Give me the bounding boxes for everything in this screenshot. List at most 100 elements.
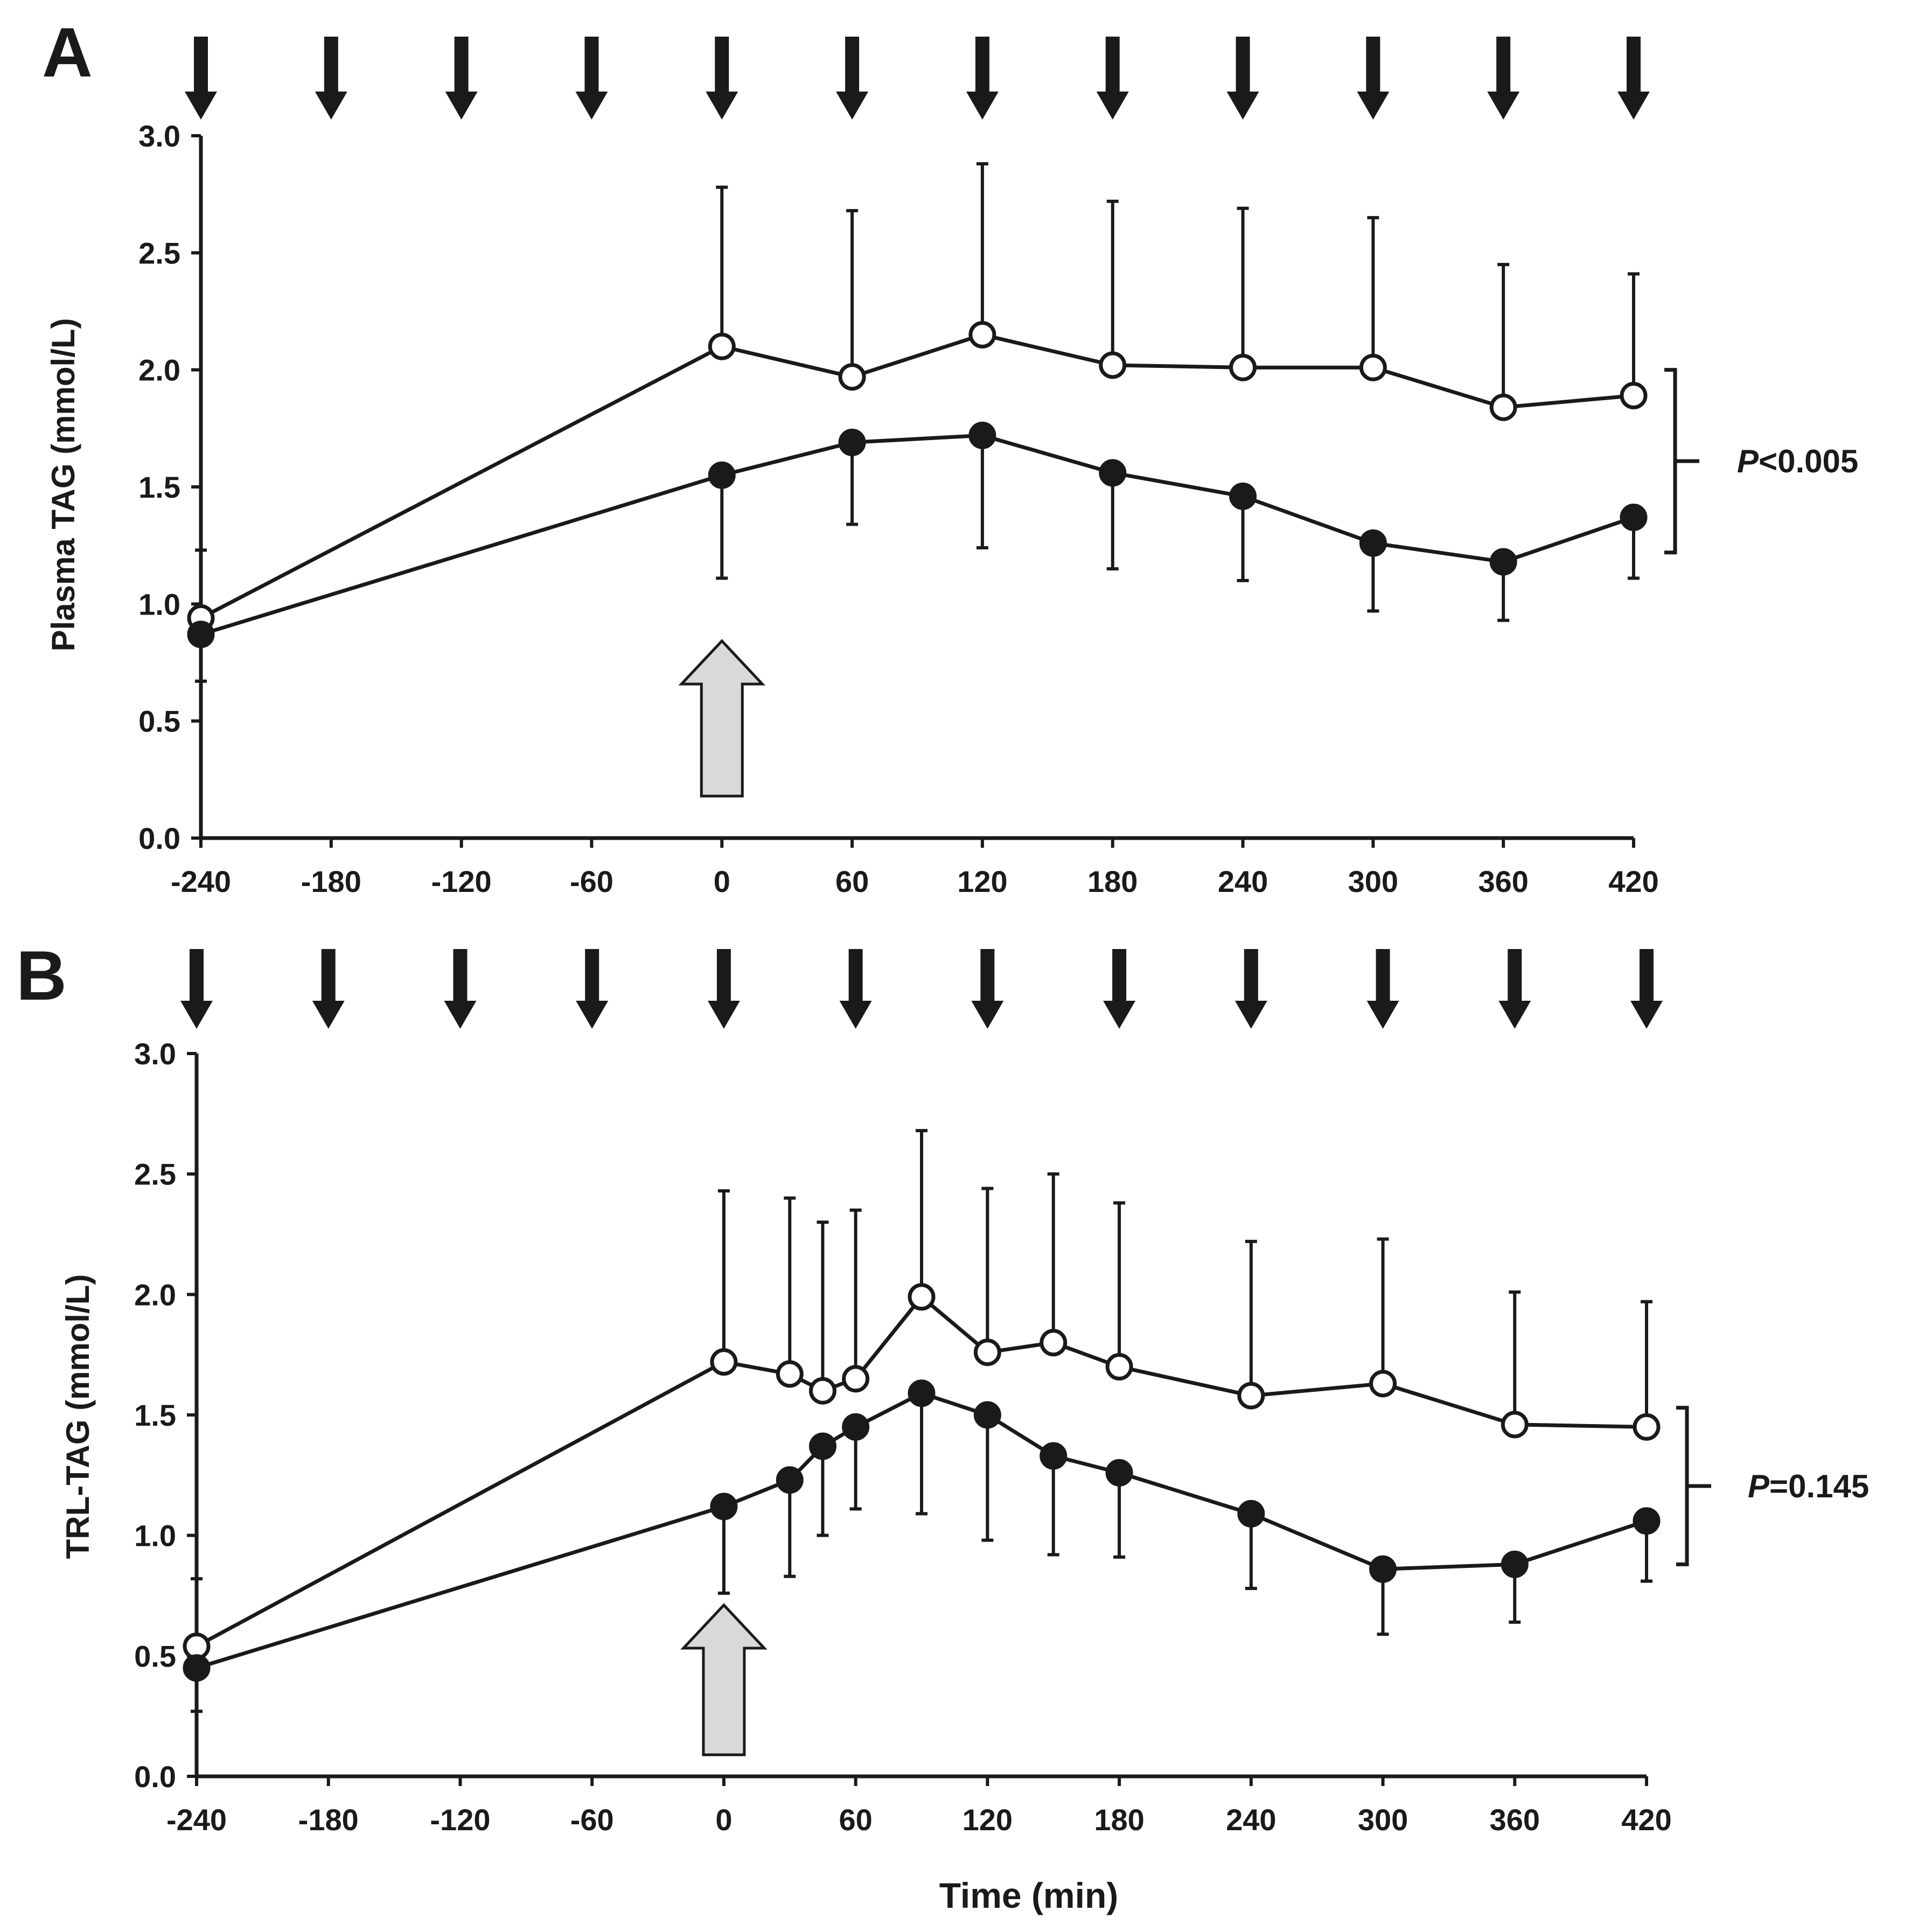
panel-a-p-letter: P — [1737, 443, 1759, 479]
panel-b-open-point-9 — [1237, 1382, 1265, 1410]
panel-a-open-point-8 — [1620, 381, 1648, 409]
panel-b-y-tick-label-6: 3.0 — [134, 1037, 176, 1071]
panel-a-y-tick-label-6: 3.0 — [138, 119, 180, 153]
panel-b-x-ticks: -240 -180 -120 -60 0 60 120 180 240 300 360 420 — [166, 1776, 1672, 1837]
panel-b-open-point-6 — [973, 1338, 1001, 1366]
panel-b-x-tick-label-8: 240 — [1226, 1803, 1276, 1837]
panel-b-x-axis-label: Time (min) — [939, 1875, 1118, 1915]
panel-b-x-tick-label-4: 0 — [715, 1803, 732, 1837]
panel-b-filled-point-9 — [1237, 1499, 1265, 1528]
panel-b-open-point-3 — [808, 1377, 836, 1405]
panel-b-filled-point-7 — [1040, 1442, 1068, 1470]
panel-a-filled-series-line — [200, 433, 1635, 637]
panel-b-sampling-arrow-9 — [1366, 949, 1399, 1029]
panel-a-filled-point-4 — [1099, 459, 1127, 487]
panel-b-open-point-7 — [1040, 1329, 1068, 1357]
panel-a-series — [187, 162, 1648, 683]
panel-a-sampling-arrow-0 — [185, 37, 217, 120]
panel-a-x-tick-label-1: -180 — [301, 864, 361, 898]
panel-a-filled-point-7 — [1489, 548, 1517, 576]
panel-a-x-ticks: -240 -180 -120 -60 0 60 120 180 240 300 360 420 — [171, 838, 1659, 898]
panel-a-x-tick-label-5: 60 — [835, 864, 869, 898]
panel-b-sampling-arrow-11 — [1630, 949, 1663, 1029]
panel-b-x-tick-label-10: 360 — [1490, 1803, 1540, 1837]
panel-a-y-axis-label: Plasma TAG (mmol/L) — [45, 318, 81, 652]
panel-b-filled-point-1 — [710, 1492, 738, 1521]
panel-b-significance-bracket — [1676, 1406, 1711, 1566]
panel-b-filled-point-8 — [1105, 1459, 1133, 1487]
panel-b-x-tick-label-3: -60 — [570, 1803, 614, 1837]
panel-a-sampling-arrow-11 — [1617, 37, 1650, 120]
panel-b-x-tick-label-7: 180 — [1094, 1803, 1144, 1837]
panel-b-filled-point-3 — [808, 1432, 836, 1460]
panel-b-x-tick-label-1: -180 — [298, 1803, 359, 1837]
panel-a-y-tick-label-5: 2.5 — [138, 236, 180, 270]
panel-a-meal-arrow-shape — [678, 639, 766, 798]
panel-b-p-letter: P — [1748, 1468, 1770, 1504]
panel-b-open-point-10 — [1369, 1370, 1397, 1398]
panel-b-sampling-arrow-8 — [1235, 949, 1267, 1029]
panel-a-x-tick-label-0: -240 — [171, 864, 231, 898]
panel-b-filled-point-2 — [776, 1466, 804, 1494]
panel-a-filled-point-0 — [187, 620, 215, 648]
panel-a-x-tick-label-8: 240 — [1218, 864, 1268, 898]
panel-b-trl-tag-chart: B 0.0 0.5 1.0 1.5 2.0 2.5 3.0 -240 -180 -120 -60 0… — [16, 936, 1869, 1915]
panel-b-filled-point-4 — [842, 1413, 870, 1441]
panel-b-x-tick-label-11: 420 — [1621, 1803, 1671, 1837]
panel-a-x-tick-label-7: 180 — [1087, 864, 1138, 898]
panel-b-y-ticks: 0.0 0.5 1.0 1.5 2.0 2.5 3.0 — [134, 1037, 197, 1794]
panel-b-sampling-arrow-7 — [1103, 949, 1136, 1029]
panel-b-y-tick-label-5: 2.5 — [134, 1157, 176, 1191]
panel-b-filled-point-6 — [973, 1401, 1001, 1429]
panel-a-open-point-1 — [708, 332, 736, 360]
panel-b-p-value: P=0.145 — [1748, 1468, 1869, 1504]
panel-b-y-tick-label-1: 0.5 — [134, 1639, 176, 1673]
panel-a-y-ticks: 0.0 0.5 1.0 1.5 2.0 2.5 3.0 — [138, 119, 201, 855]
panel-a-significance: P<0.005 — [1664, 368, 1858, 555]
panel-a-x-tick-label-6: 120 — [957, 864, 1007, 898]
panel-a-open-point-7 — [1489, 393, 1517, 421]
panel-a-sampling-arrow-10 — [1487, 37, 1520, 120]
panel-b-significance: P=0.145 — [1676, 1406, 1869, 1566]
panel-b-filled-point-11 — [1501, 1550, 1529, 1578]
panel-a-x-tick-label-3: -60 — [570, 864, 613, 898]
panel-b-sampling-arrow-4 — [707, 949, 740, 1029]
panel-a-sampling-arrow-8 — [1226, 37, 1259, 120]
panel-b-sampling-arrows — [180, 949, 1663, 1029]
panel-a-open-point-2 — [838, 363, 866, 391]
panel-b-sampling-arrow-6 — [971, 949, 1004, 1029]
panel-b-letter: B — [16, 936, 67, 1015]
panel-b-x-tick-label-6: 120 — [963, 1803, 1013, 1837]
panel-b-y-axis-label: TRL-TAG (mmol/L) — [60, 1274, 96, 1559]
panel-a-open-point-6 — [1359, 353, 1387, 381]
panel-a-open-point-4 — [1099, 351, 1127, 379]
panel-b-filled-point-12 — [1633, 1507, 1661, 1535]
panel-b-sampling-arrow-1 — [312, 949, 345, 1029]
panel-b-y-tick-label-4: 2.0 — [134, 1278, 176, 1312]
panel-a-x-tick-label-10: 360 — [1478, 864, 1528, 898]
panel-b-x-tick-label-9: 300 — [1358, 1803, 1408, 1837]
panel-a-y-axis: 0.0 0.5 1.0 1.5 2.0 2.5 3.0 — [138, 119, 203, 855]
panel-b-y-tick-label-3: 1.5 — [134, 1398, 176, 1432]
panel-b-series-filled — [183, 1379, 1661, 1713]
panel-a-y-tick-label-1: 0.5 — [138, 705, 180, 738]
panel-b-sampling-arrow-2 — [444, 949, 477, 1029]
panel-b-open-point-5 — [908, 1283, 936, 1311]
panel-a-sampling-arrow-3 — [575, 37, 608, 120]
panel-b-x-axis: -240 -180 -120 -60 0 60 120 180 240 300 360 420 — [166, 1774, 1672, 1837]
panel-a-meal-arrow — [678, 639, 766, 798]
panel-a-x-tick-label-9: 300 — [1348, 864, 1398, 898]
panel-b-y-tick-label-2: 1.0 — [134, 1519, 176, 1553]
panel-b-series — [183, 1129, 1661, 1713]
panel-a-filled-point-1 — [708, 461, 736, 489]
panel-b-sampling-arrow-10 — [1498, 949, 1531, 1029]
panel-b-x-tick-label-0: -240 — [166, 1803, 227, 1837]
panel-a-sampling-arrow-9 — [1357, 37, 1390, 120]
panel-a-series-open — [187, 162, 1648, 632]
panel-a-series-filled — [187, 421, 1648, 683]
panel-a-filled-point-5 — [1229, 482, 1257, 510]
panel-b-y-tick-label-0: 0.0 — [134, 1760, 176, 1794]
panel-b-sampling-arrow-0 — [180, 949, 213, 1029]
panel-b-series-open — [183, 1129, 1661, 1660]
